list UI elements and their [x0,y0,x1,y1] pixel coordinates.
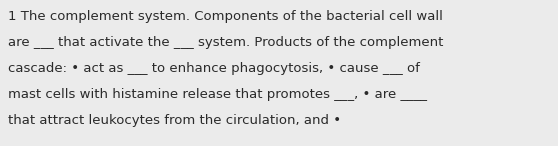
Text: cascade: • act as ___ to enhance phagocytosis, • cause ___ of: cascade: • act as ___ to enhance phagocy… [8,62,420,75]
Text: that attract leukocytes from the circulation, and •: that attract leukocytes from the circula… [8,114,341,127]
Text: 1 The complement system. Components of the bacterial cell wall: 1 The complement system. Components of t… [8,10,443,23]
Text: mast cells with histamine release that promotes ___, • are ____: mast cells with histamine release that p… [8,88,427,101]
Text: are ___ that activate the ___ system. Products of the complement: are ___ that activate the ___ system. Pr… [8,36,444,49]
